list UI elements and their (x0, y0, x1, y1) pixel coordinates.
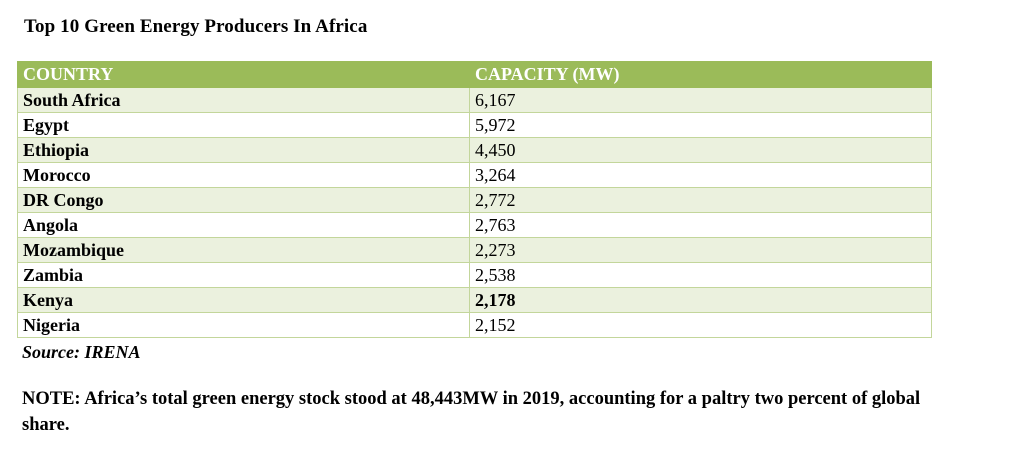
table-row: Kenya 2,178 (17, 287, 932, 313)
capacity-cell: 2,178 (469, 287, 932, 313)
source-note: Source: IRENA (22, 342, 141, 362)
country-cell: Egypt (17, 112, 470, 138)
capacity-cell: 2,772 (469, 187, 932, 213)
producers-table: COUNTRY CAPACITY (MW) South Africa 6,167… (17, 61, 932, 338)
capacity-cell: 4,450 (469, 137, 932, 163)
table-row: Egypt 5,972 (17, 112, 932, 138)
table-header-row: COUNTRY CAPACITY (MW) (17, 61, 932, 88)
country-cell: Mozambique (17, 237, 470, 263)
country-cell: Nigeria (17, 312, 470, 338)
column-header-capacity: CAPACITY (MW) (469, 61, 932, 88)
table-row: Morocco 3,264 (17, 162, 932, 188)
capacity-cell: 2,273 (469, 237, 932, 263)
country-cell: South Africa (17, 87, 470, 113)
column-header-country: COUNTRY (17, 61, 470, 88)
table-row: Nigeria 2,152 (17, 312, 932, 338)
table-row: Ethiopia 4,450 (17, 137, 932, 163)
capacity-cell: 6,167 (469, 87, 932, 113)
country-cell: Zambia (17, 262, 470, 288)
country-cell: Angola (17, 212, 470, 238)
table-row: South Africa 6,167 (17, 87, 932, 113)
capacity-cell: 2,152 (469, 312, 932, 338)
country-cell: DR Congo (17, 187, 470, 213)
capacity-cell: 3,264 (469, 162, 932, 188)
country-cell: Kenya (17, 287, 470, 313)
capacity-cell: 2,763 (469, 212, 932, 238)
capacity-cell: 5,972 (469, 112, 932, 138)
capacity-cell: 2,538 (469, 262, 932, 288)
page-title: Top 10 Green Energy Producers In Africa (24, 16, 368, 37)
table-row: DR Congo 2,772 (17, 187, 932, 213)
table-row: Angola 2,763 (17, 212, 932, 238)
country-cell: Ethiopia (17, 137, 470, 163)
table-row: Mozambique 2,273 (17, 237, 932, 263)
country-cell: Morocco (17, 162, 470, 188)
table-row: Zambia 2,538 (17, 262, 932, 288)
footnote: NOTE: Africa’s total green energy stock … (22, 389, 921, 435)
